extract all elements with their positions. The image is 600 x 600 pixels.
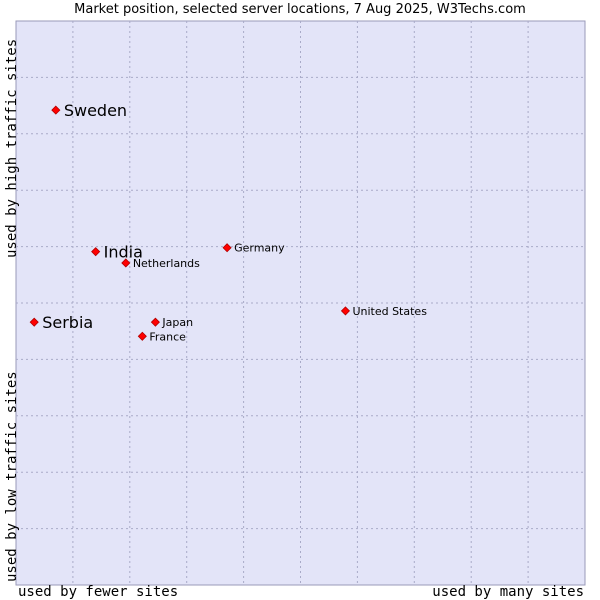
data-point-germany: Germany [222,242,285,255]
point-label: France [149,330,186,343]
point-marker [91,247,101,257]
point-label: Sweden [64,101,127,120]
grid-lines [16,21,585,585]
point-marker [150,317,160,327]
chart-title: Market position, selected server locatio… [74,2,526,17]
point-label: Serbia [42,313,93,332]
point-marker [222,243,232,253]
point-label: Germany [234,242,285,255]
point-marker [340,306,351,316]
data-points: Sweden India Serbia Netherlands Germany Japan… [29,101,427,343]
point-marker [51,105,61,115]
data-point-india: India [91,243,143,262]
point-label: Netherlands [133,257,200,270]
data-point-sweden: Sweden [51,101,127,120]
point-label: Japan [161,316,193,329]
point-label: India [104,243,143,262]
data-point-netherlands: Netherlands [121,257,200,270]
x-axis-label-fewer: used by fewer sites [18,584,179,600]
data-point-france: France [137,330,186,343]
point-marker [29,317,39,327]
data-point-serbia: Serbia [29,313,93,332]
point-marker [121,258,131,268]
point-marker [137,331,147,341]
point-label: United States [352,305,427,318]
x-axis-label-many: used by many sites [432,584,584,600]
data-point-united-states: United States [340,305,427,318]
data-point-japan: Japan [150,316,193,329]
